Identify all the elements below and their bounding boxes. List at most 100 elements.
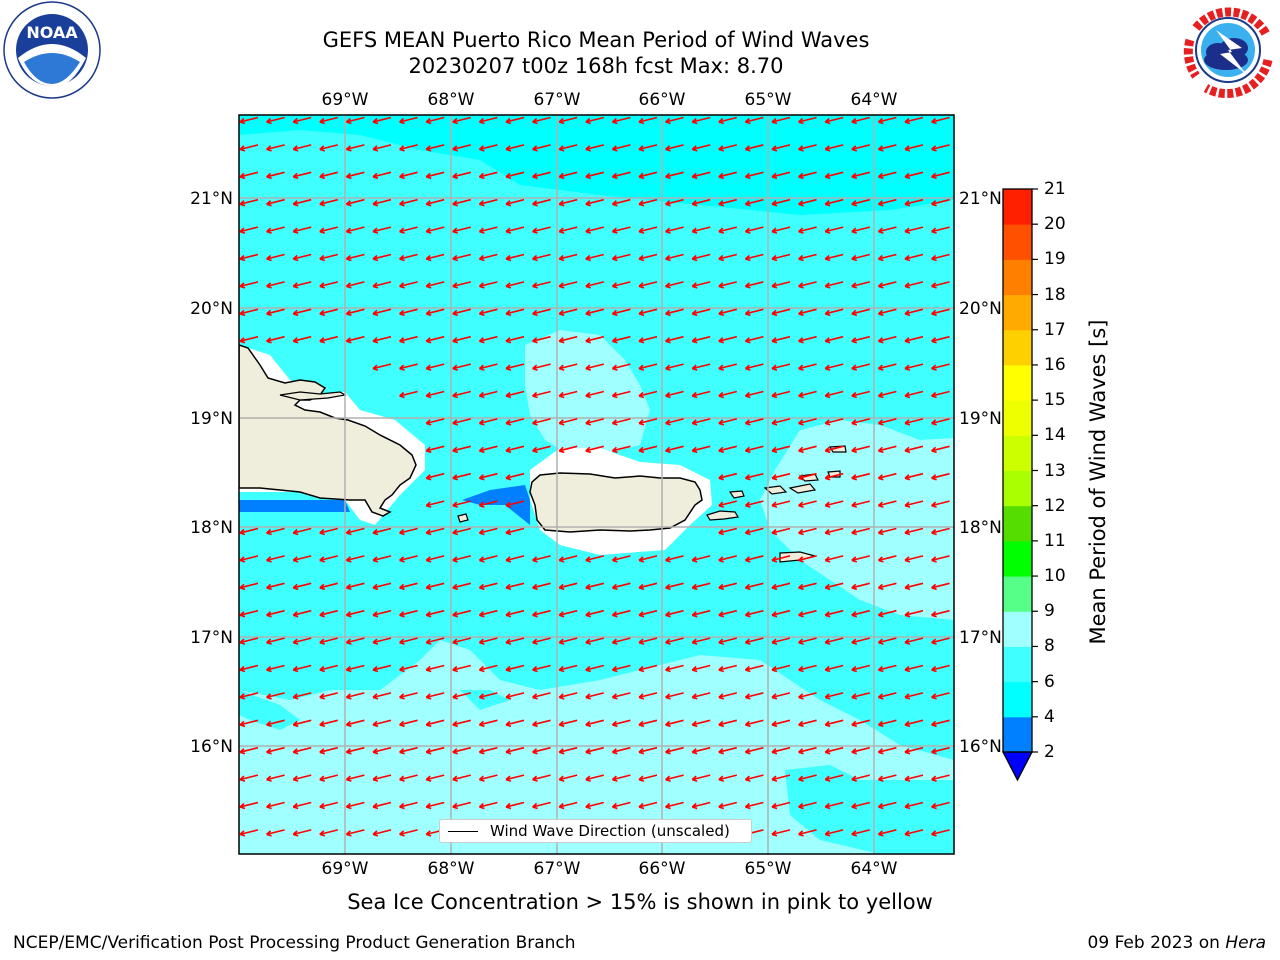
wave-arrow	[372, 692, 392, 700]
wave-arrow	[877, 774, 897, 782]
wave-arrow	[798, 746, 817, 755]
wave-arrow	[425, 390, 445, 399]
wave-arrow	[345, 746, 365, 755]
nws-logo	[1182, 4, 1274, 99]
wave-arrow	[824, 801, 844, 810]
culebra-island	[728, 490, 745, 499]
wave-arrow	[372, 198, 392, 207]
colorbar-tick-label: 14	[1044, 425, 1066, 446]
wave-arrow	[904, 555, 924, 563]
wave-arrow	[798, 692, 817, 700]
wave-arrow	[744, 116, 764, 125]
wave-arrow	[771, 335, 791, 344]
wave-arrow	[665, 308, 684, 317]
wave-arrow	[558, 226, 578, 234]
wave-arrow	[452, 390, 471, 399]
wave-arrow	[718, 418, 737, 426]
wave-arrow	[425, 253, 445, 262]
wave-arrow	[851, 664, 870, 673]
wave-arrow	[558, 555, 578, 563]
wave-arrow	[532, 445, 551, 454]
wave-arrow	[292, 637, 312, 645]
wave-arrow	[266, 582, 285, 591]
wave-arrow	[851, 609, 870, 618]
wave-arrow	[877, 171, 897, 180]
wave-arrow	[904, 692, 924, 700]
wave-arrow	[585, 609, 604, 618]
wave-arrow	[345, 335, 365, 344]
wave-arrow	[399, 253, 418, 262]
wave-arrow	[665, 445, 684, 454]
wave-arrow	[478, 390, 498, 399]
wave-arrow	[771, 281, 791, 289]
wave-arrow	[345, 144, 365, 152]
wave-arrow	[532, 774, 551, 782]
wave-arrow	[851, 500, 870, 508]
wave-arrow	[319, 527, 338, 536]
colorbar	[1001, 188, 1038, 782]
wave-arrow	[478, 664, 498, 673]
wave-arrow	[292, 308, 312, 317]
wave-arrow	[266, 527, 285, 536]
wave-arrow	[877, 363, 897, 371]
wave-arrow	[771, 829, 791, 837]
wave-arrow	[478, 418, 498, 426]
wave-arrow	[718, 637, 737, 645]
wave-arrow	[532, 116, 551, 125]
wave-arrow	[798, 308, 817, 317]
wave-arrow	[691, 308, 711, 317]
wave-arrow	[851, 418, 870, 426]
wave-arrow	[478, 308, 498, 317]
wave-arrow	[798, 527, 817, 536]
wave-arrow	[824, 390, 844, 399]
wave-arrow	[558, 363, 578, 371]
wave-arrow	[532, 226, 551, 234]
wave-arrow	[292, 555, 312, 563]
wave-arrow	[611, 335, 631, 344]
wave-arrow	[505, 253, 525, 262]
wave-arrow	[345, 637, 365, 645]
wave-arrow	[744, 664, 764, 673]
wave-arrow	[877, 472, 897, 481]
wave-arrow	[399, 829, 418, 837]
wave-arrow	[345, 692, 365, 700]
lon-label-65w-bottom: 65°W	[745, 859, 792, 879]
wave-arrow	[425, 801, 445, 810]
wave-arrow	[425, 637, 445, 645]
wave-arrow	[931, 445, 950, 454]
wave-arrow	[771, 390, 791, 399]
lon-labels-bottom: 69°W 68°W 67°W 66°W 65°W 64°W	[322, 859, 898, 879]
wave-arrow	[292, 829, 312, 837]
wave-arrow	[611, 445, 631, 454]
wave-arrow	[239, 692, 259, 700]
wave-arrow	[505, 226, 525, 234]
wave-arrow	[611, 281, 631, 289]
colorbar-extend-min	[1001, 751, 1034, 782]
colorbar-segment	[1003, 540, 1032, 577]
wave-arrow	[851, 472, 870, 481]
wave-arrow	[638, 746, 658, 755]
wave-arrow	[798, 171, 817, 180]
wave-arrow	[505, 472, 525, 481]
wave-arrow	[931, 500, 950, 508]
wave-arrow	[798, 418, 817, 426]
gridlines	[239, 115, 954, 854]
wave-arrow	[452, 472, 471, 481]
wave-arrow	[558, 746, 578, 755]
wave-arrow	[266, 116, 285, 125]
wave-arrow	[904, 418, 924, 426]
wave-arrow	[478, 774, 498, 782]
wave-arrow	[239, 582, 259, 591]
wave-arrow	[558, 637, 578, 645]
lat-label-18n-right: 18°N	[959, 518, 1002, 538]
wave-arrow	[718, 609, 737, 618]
wave-arrow	[877, 527, 897, 536]
lon-label-65w-top: 65°W	[745, 90, 792, 110]
wave-arrow	[904, 226, 924, 234]
lat-label-16n-left: 16°N	[190, 737, 233, 757]
wave-arrow	[478, 253, 498, 262]
wave-arrow	[824, 637, 844, 645]
wave-arrow	[718, 500, 737, 508]
wave-arrow	[319, 308, 338, 317]
wave-arrow	[638, 692, 658, 700]
